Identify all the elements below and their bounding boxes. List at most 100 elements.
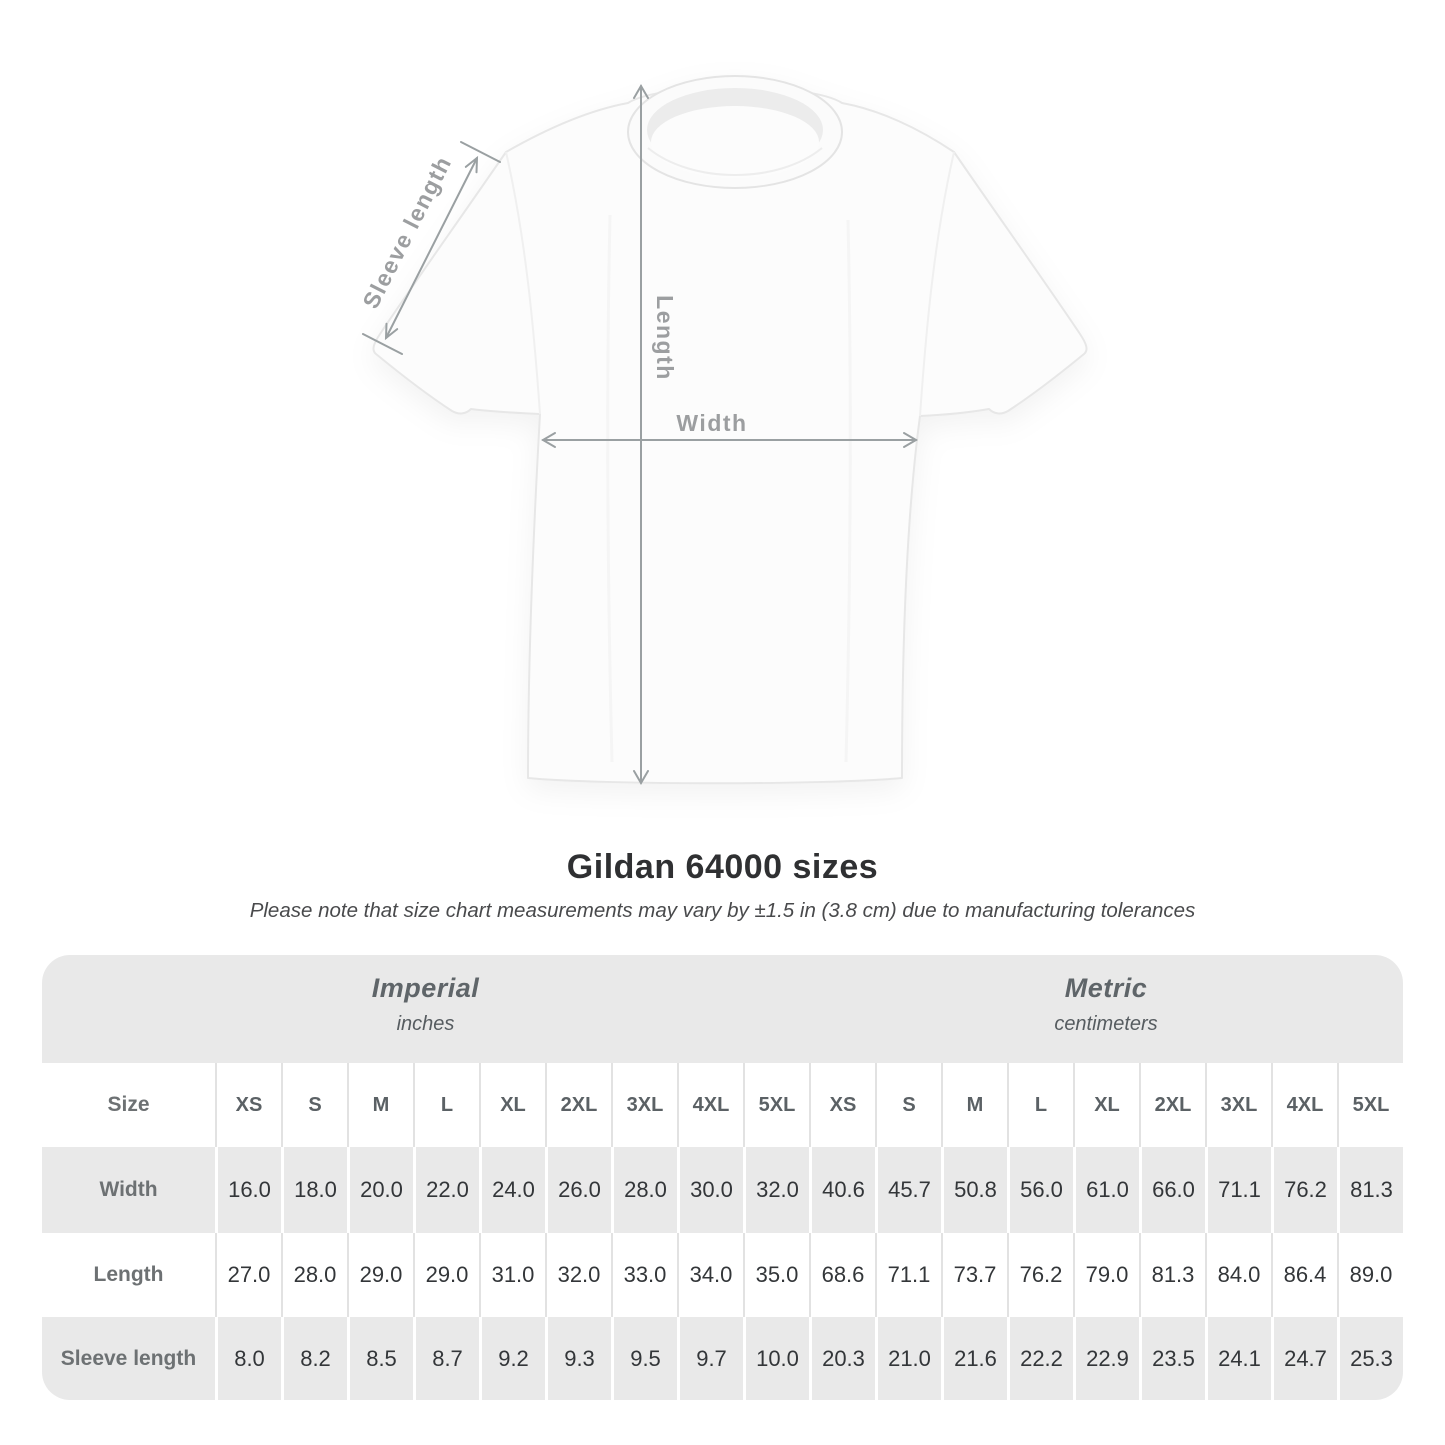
imperial-value-cell: 26.0 [545,1147,611,1233]
imperial-value-cell: 30.0 [677,1147,743,1233]
tolerance-note: Please note that size chart measurements… [249,899,1196,922]
metric-value-cell: 25.3 [1337,1317,1403,1400]
size-column-header: L [1007,1063,1073,1147]
size-column-header: M [941,1063,1007,1147]
page-title: Gildan 64000 sizes [566,848,879,886]
imperial-value-cell: 9.5 [611,1317,677,1400]
length-arrow [633,84,649,785]
imperial-value-cell: 18.0 [281,1147,347,1233]
metric-value-cell: 73.7 [941,1233,1007,1317]
metric-value-cell: 89.0 [1337,1233,1403,1317]
metric-value-cell: 76.2 [1007,1233,1073,1317]
metric-value-cell: 81.3 [1139,1233,1205,1317]
size-column-header: 2XL [1139,1063,1205,1147]
metric-value-cell: 21.6 [941,1317,1007,1400]
size-column-header: XS [809,1063,875,1147]
measurement-row: Sleeve length 8.0 8.2 8.5 8.7 9.2 9.3 9.5 9.7 10.… [42,1317,1403,1400]
metric-value-cell: 86.4 [1271,1233,1337,1317]
tshirt-diagram: Sleeve length Length Width [357,75,1088,785]
width-arrow [541,432,918,448]
imperial-value-cell: 8.2 [281,1317,347,1400]
metric-value-cell: 61.0 [1073,1147,1139,1233]
metric-value-cell: 50.8 [941,1147,1007,1233]
size-column-header: 4XL [677,1063,743,1147]
imperial-value-cell: 34.0 [677,1233,743,1317]
metric-value-cell: 40.6 [809,1147,875,1233]
metric-value-cell: 23.5 [1139,1317,1205,1400]
imperial-value-cell: 29.0 [347,1233,413,1317]
metric-value-cell: 68.6 [809,1233,875,1317]
imperial-value-cell: 8.5 [347,1317,413,1400]
width-label: Width [676,410,747,436]
metric-value-cell: 81.3 [1337,1147,1403,1233]
size-column-header: 5XL [743,1063,809,1147]
size-column-header: S [875,1063,941,1147]
length-label: Length [652,295,678,381]
metric-value-cell: 45.7 [875,1147,941,1233]
size-column-header: XL [479,1063,545,1147]
size-column-header: XS [215,1063,281,1147]
metric-value-cell: 24.7 [1271,1317,1337,1400]
imperial-value-cell: 9.2 [479,1317,545,1400]
title-block: Gildan 64000 sizes Please note that size… [0,848,1445,923]
metric-value-cell: 71.1 [875,1233,941,1317]
size-column-header: XL [1073,1063,1139,1147]
size-column-header: 3XL [1205,1063,1271,1147]
metric-value-cell: 56.0 [1007,1147,1073,1233]
size-column-header: 5XL [1337,1063,1403,1147]
imperial-value-cell: 22.0 [413,1147,479,1233]
imperial-value-cell: 32.0 [743,1147,809,1233]
imperial-value-cell: 32.0 [545,1233,611,1317]
metric-value-cell: 84.0 [1205,1233,1271,1317]
metric-value-cell: 22.9 [1073,1317,1139,1400]
imperial-value-cell: 8.0 [215,1317,281,1400]
imperial-value-cell: 28.0 [611,1147,677,1233]
imperial-value-cell: 24.0 [479,1147,545,1233]
metric-group-unit: centimeters [1054,1012,1158,1035]
imperial-value-cell: 35.0 [743,1233,809,1317]
metric-group-header: Metric centimeters [809,955,1403,1063]
size-column-header: 3XL [611,1063,677,1147]
metric-value-cell: 66.0 [1139,1147,1205,1233]
imperial-value-cell: 8.7 [413,1317,479,1400]
metric-value-cell: 22.2 [1007,1317,1073,1400]
tshirt-illustration [372,75,1088,785]
size-column-header: M [347,1063,413,1147]
table-header-band: Imperial inches Metric centimeters [42,955,1403,1063]
size-column-header: L [413,1063,479,1147]
metric-value-cell: 76.2 [1271,1147,1337,1233]
imperial-value-cell: 29.0 [413,1233,479,1317]
imperial-value-cell: 16.0 [215,1147,281,1233]
measurement-row-label: Sleeve length [42,1317,215,1400]
imperial-value-cell: 27.0 [215,1233,281,1317]
measurement-row: Length 27.0 28.0 29.0 29.0 31.0 32.0 33.0 34.0 35… [42,1233,1403,1317]
imperial-value-cell: 10.0 [743,1317,809,1400]
imperial-group-title: Imperial [371,972,480,1003]
metric-value-cell: 71.1 [1205,1147,1271,1233]
imperial-value-cell: 9.3 [545,1317,611,1400]
metric-group-title: Metric [1064,972,1148,1003]
size-column-header: S [281,1063,347,1147]
imperial-group-header: Imperial inches [42,955,809,1063]
imperial-value-cell: 33.0 [611,1233,677,1317]
imperial-value-cell: 20.0 [347,1147,413,1233]
table-body: Size XS S M L XL 2XL 3XL 4XL 5XL XS S M L XL 2XL 3XL 4XL 5… [42,1063,1403,1400]
metric-value-cell: 21.0 [875,1317,941,1400]
size-header-row: Size XS S M L XL 2XL 3XL 4XL 5XL XS S M L XL 2XL 3XL 4XL 5… [42,1063,1403,1147]
imperial-group-unit: inches [396,1012,455,1035]
collar-front [651,106,819,178]
sleeve-length-arrow [362,141,501,355]
metric-value-cell: 79.0 [1073,1233,1139,1317]
measurement-row: Width 16.0 18.0 20.0 22.0 24.0 26.0 28.0 30.0 32.… [42,1147,1403,1233]
size-table: Imperial inches Metric centimeters Size X… [42,955,1403,1400]
measurement-row-label: Length [42,1233,215,1317]
size-column-header: 2XL [545,1063,611,1147]
measurement-row-label: Width [42,1147,215,1233]
size-column-label: Size [42,1063,215,1147]
size-column-header: 4XL [1271,1063,1337,1147]
imperial-value-cell: 9.7 [677,1317,743,1400]
metric-value-cell: 24.1 [1205,1317,1271,1400]
metric-value-cell: 20.3 [809,1317,875,1400]
imperial-value-cell: 31.0 [479,1233,545,1317]
